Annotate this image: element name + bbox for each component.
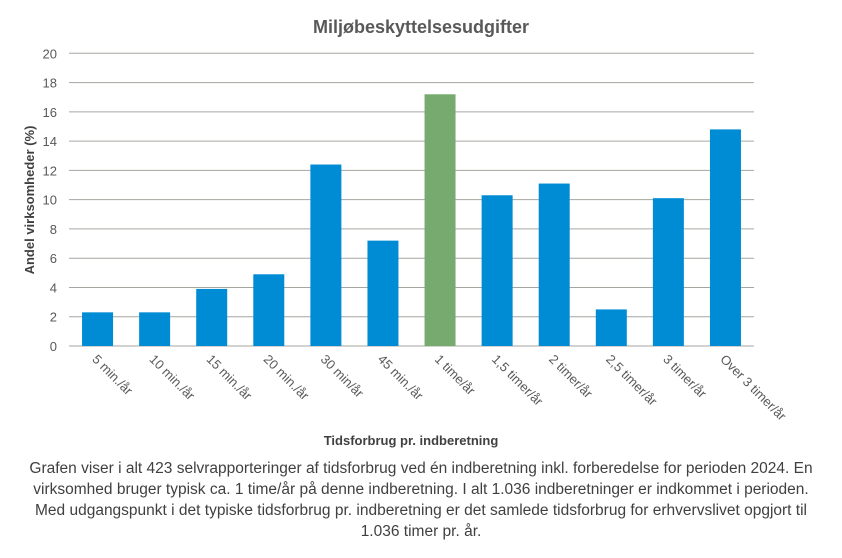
chart-title: Miljøbeskyttelsesudgifter [313,17,529,37]
x-tick-label: 2,5 timer/år [603,352,661,410]
x-tick-label: 45 min./år [375,352,427,404]
bar [538,183,570,346]
y-tick-label: 2 [50,310,57,325]
bar [595,309,627,346]
bar [481,195,513,346]
y-tick-label: 16 [43,105,57,120]
x-tick-label: 30 min/år [318,352,367,401]
bar [652,198,684,346]
y-tick-label: 6 [50,251,57,266]
bar-chart: Miljøbeskyttelsesudgifter 0 2 4 6 8 10 12 14 16 1… [22,17,790,448]
bar [82,312,114,346]
x-tick-label: 5 min./år [89,352,136,399]
x-tick-label: 3 timer/år [660,352,710,402]
bar [709,129,741,346]
x-tick-label: 2 timer/år [546,352,596,402]
bar [310,164,342,346]
y-axis-label: Andel virksomheder (%) [22,126,37,275]
y-tick-label: 12 [43,163,57,178]
y-tick-label: 10 [43,193,57,208]
x-axis-label: Tidsforbrug pr. indberetning [324,433,499,448]
bar [139,312,171,346]
x-tick-label: 10 min./år [147,352,199,404]
y-tick-label: 18 [43,76,57,91]
bar [253,274,285,346]
y-tick-label: 0 [50,339,57,354]
x-tick-label: 1,5 timer/år [489,352,547,410]
bar [424,94,456,346]
bar [367,240,399,346]
y-tick-label: 14 [43,134,57,149]
y-tick-label: 20 [43,46,57,61]
x-tick-label: Over 3 timer/år [717,352,789,424]
chart-caption: Grafen viser i alt 423 selvrapporteringe… [29,460,813,540]
y-tick-label: 8 [50,222,57,237]
x-tick-label: 15 min./år [204,352,256,404]
x-tick-label: 20 min./år [261,352,313,404]
y-tick-label: 4 [50,280,57,295]
x-tick-label: 1 time/år [432,352,479,399]
bar [196,288,228,346]
